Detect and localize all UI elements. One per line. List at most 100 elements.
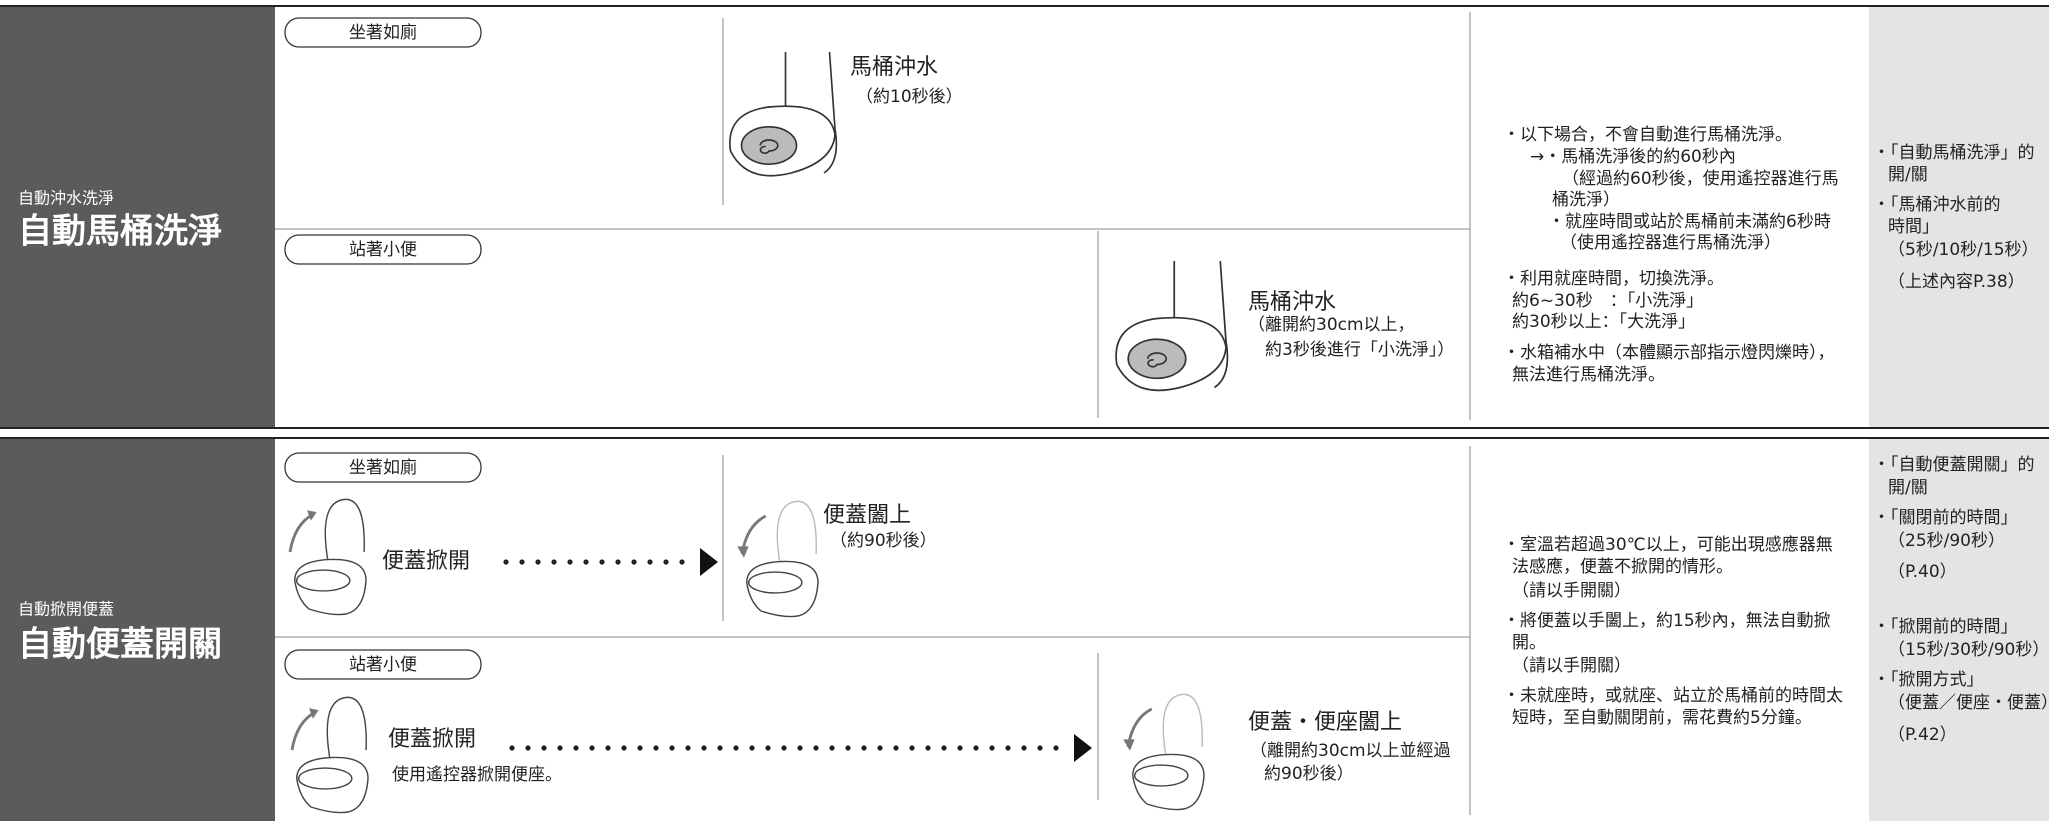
note-line: （使用遙控器進行馬桶洗淨） <box>1560 232 1781 253</box>
setting-line: ・「關閉前的時間」 <box>1873 508 2018 528</box>
arrow-head <box>700 548 718 576</box>
arrow-dot <box>509 745 515 751</box>
arrow-dot <box>541 745 547 751</box>
arrow-dot <box>669 745 675 751</box>
arrow-dot <box>877 745 883 751</box>
action: 便蓋掀開 <box>388 727 476 752</box>
toilet-seat <box>1133 764 1189 787</box>
toilet-tank <box>326 696 367 760</box>
setting-line: ・「自動便蓋開關」的 <box>1873 455 2035 475</box>
arrow-dot <box>685 745 691 751</box>
section-header-bg <box>0 438 275 821</box>
setting-line: ・「掀開方式」 <box>1873 670 1984 690</box>
toilet-illustration <box>290 696 369 814</box>
arrow-dot <box>1037 745 1043 751</box>
note-line: （經過約60秒後，使用遙控器進行馬 <box>1562 168 1839 189</box>
arrow-head <box>309 708 319 719</box>
toilet-tank <box>324 498 365 562</box>
section-title: 自動馬桶洗淨 <box>18 212 222 252</box>
arrow-dot <box>615 559 621 565</box>
arrow-dot <box>733 745 739 751</box>
dividers <box>275 12 1471 815</box>
setting-line: 開/關 <box>1888 165 1928 185</box>
condition-label: 坐著如廁 <box>349 457 417 478</box>
toilet-illustration <box>729 51 838 177</box>
setting-line: 開/關 <box>1888 478 1928 498</box>
toilet-illustration <box>1115 260 1229 392</box>
action-detail: （約90秒後） <box>830 531 937 551</box>
setting-line: （5秒/10秒/15秒） <box>1888 240 2039 260</box>
setting-line: （15秒/30秒/90秒） <box>1888 640 2049 660</box>
arrow-dot <box>583 559 589 565</box>
arrow-head <box>1123 739 1135 751</box>
action: 便蓋・便座闔上 <box>1248 710 1402 735</box>
setting-line: （P.40） <box>1888 562 1957 582</box>
arrow-dot <box>535 559 541 565</box>
arrow-dot <box>813 745 819 751</box>
setting-line: （P.42） <box>1888 725 1957 745</box>
setting-line: （25秒/90秒） <box>1888 531 2005 551</box>
toilet-seat <box>295 569 351 592</box>
note-line: 短時，至自動關閉前，需花費約5分鐘。 <box>1512 708 1812 728</box>
setting-line: 時間」 <box>1888 217 1939 237</box>
note-line: 無法進行馬桶洗淨。 <box>1512 365 1665 385</box>
condition-label: 坐著如廁 <box>349 22 417 43</box>
action: 便蓋掀開 <box>382 549 470 574</box>
arrow-dot <box>503 559 509 565</box>
condition-pill <box>284 452 482 483</box>
action-detail: 約3秒後進行「小洗淨」） <box>1265 340 1454 360</box>
action: 馬桶沖水 <box>1248 290 1336 315</box>
condition-pill <box>284 17 482 48</box>
action-detail: （離開約30cm以上， <box>1248 315 1415 335</box>
note-line: 約6~30秒 ：「小洗淨」 <box>1512 291 1703 311</box>
toilet-body <box>746 560 819 618</box>
section-subtitle: 自動沖水洗淨 <box>18 189 114 208</box>
note-line: （請以手開關） <box>1512 656 1631 676</box>
toilet-body <box>1132 753 1205 811</box>
arrow-dot <box>557 745 563 751</box>
toilet-body <box>294 558 367 616</box>
condition-pill <box>284 649 482 680</box>
action-detail: 使用遙控器掀開便座。 <box>392 764 562 785</box>
note-line: ・室溫若超過30℃以上，可能出現感應器無 <box>1503 534 1833 555</box>
section-title: 自動便蓋開關 <box>18 625 222 665</box>
arrow-dot <box>589 745 595 751</box>
arrow-dot <box>621 745 627 751</box>
toilet-illustration <box>737 500 819 618</box>
toilet-seat <box>297 767 353 790</box>
action-detail: （約10秒後） <box>856 87 963 107</box>
settings-bg <box>1869 438 2049 821</box>
arrow-dot <box>1021 745 1027 751</box>
arrow-head <box>737 546 749 558</box>
action: 馬桶沖水 <box>850 55 938 80</box>
toilet-swirl <box>1146 352 1168 368</box>
action-detail: （離開約30cm以上並經過 <box>1250 741 1451 761</box>
arrow-dot <box>781 745 787 751</box>
arrow-dot <box>749 745 755 751</box>
arrow-dot <box>573 745 579 751</box>
arrow-dot <box>909 745 915 751</box>
condition-label: 站著小便 <box>349 240 417 260</box>
note-line: ・未就座時，或就座、站立於馬桶前的時間太 <box>1503 686 1843 706</box>
condition-label: 站著小便 <box>349 655 417 675</box>
setting-line: ・「自動馬桶洗淨」的 <box>1873 143 2035 163</box>
arrow-dot <box>551 559 557 565</box>
toilet-water <box>1127 338 1187 380</box>
arrow-dot <box>525 745 531 751</box>
note-line: 開。 <box>1512 633 1546 653</box>
arrow-dot <box>845 745 851 751</box>
note-line: 桶洗淨） <box>1552 190 1620 210</box>
setting-line: ・「掀開前的時間」 <box>1873 617 2018 637</box>
arrow-dot <box>973 745 979 751</box>
motion-arrow <box>288 512 315 553</box>
arrow-dot <box>989 745 995 751</box>
setting-line: （便蓋／便座・便蓋） <box>1888 693 2049 713</box>
settings-bg <box>1869 6 2049 428</box>
action: 便蓋闔上 <box>823 503 911 528</box>
toilet-illustration <box>288 498 367 616</box>
note-line: →・馬桶洗淨後的約60秒內 <box>1530 147 1736 167</box>
condition-pill <box>284 234 482 265</box>
note-line: （請以手開關） <box>1512 581 1631 601</box>
arrow-dot <box>941 745 947 751</box>
